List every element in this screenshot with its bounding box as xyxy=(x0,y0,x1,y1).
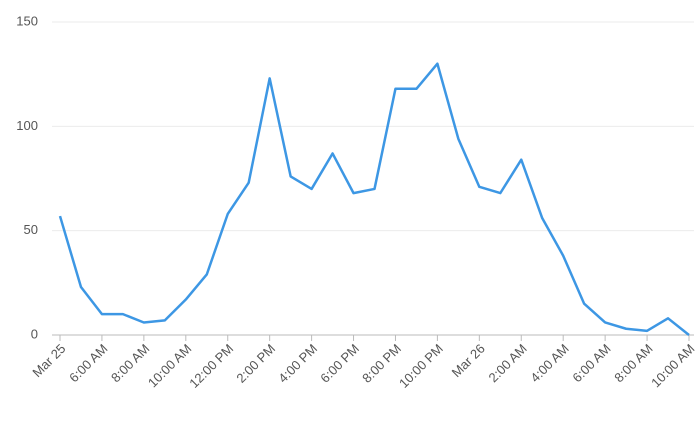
x-tick-label: 6:00 AM xyxy=(569,341,613,385)
y-tick-label: 100 xyxy=(16,118,38,133)
y-tick-label: 50 xyxy=(24,222,38,237)
x-tick-label: Mar 26 xyxy=(449,341,488,380)
x-tick-label: 4:00 PM xyxy=(275,341,320,386)
x-tick-label: Mar 25 xyxy=(29,341,68,380)
y-tick-label: 0 xyxy=(31,326,38,341)
x-tick-label: 12:00 PM xyxy=(186,341,236,391)
y-tick-label: 150 xyxy=(16,13,38,28)
x-tick-label: 10:00 PM xyxy=(396,341,446,391)
x-tick-label: 6:00 PM xyxy=(317,341,362,386)
x-tick-label: 10:00 AM xyxy=(648,341,697,390)
x-tick-label: 2:00 AM xyxy=(485,341,529,385)
data-line xyxy=(58,62,690,336)
x-tick-label: 2:00 PM xyxy=(233,341,278,386)
x-tick-label: 10:00 AM xyxy=(145,341,194,390)
x-tick-label: 6:00 AM xyxy=(66,341,110,385)
x-tick-label: 4:00 AM xyxy=(527,341,571,385)
